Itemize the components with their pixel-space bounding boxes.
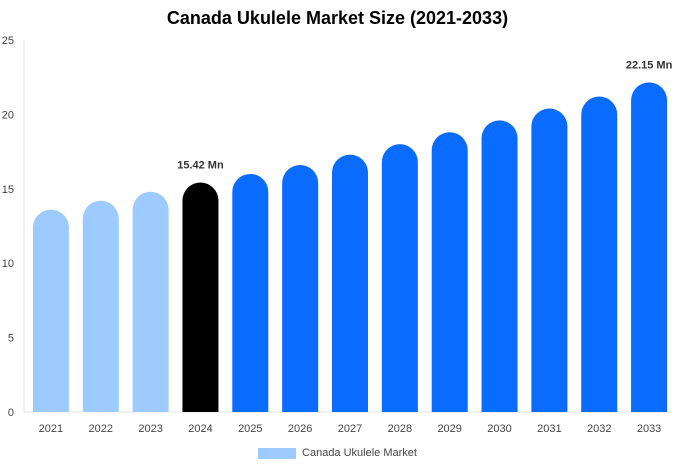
chart-title: Canada Ukulele Market Size (2021-2033): [166, 8, 509, 28]
bar-2021: [32, 209, 69, 412]
x-tick-label: 2021: [39, 423, 63, 435]
bar-2033: [631, 82, 668, 412]
bar-2028: [381, 144, 418, 412]
data-labels: 15.42 Mn 22.15 Mn: [177, 59, 672, 171]
y-tick-label: 15: [2, 184, 14, 196]
bar-2022: [82, 200, 119, 412]
y-tick-label: 5: [8, 333, 14, 345]
bar-2030: [481, 120, 518, 413]
x-tick-label: 2029: [437, 423, 461, 435]
bar-2031: [531, 108, 568, 412]
x-tick-label: 2027: [338, 423, 362, 435]
y-tick-label: 10: [2, 258, 14, 270]
bar-series: [32, 82, 668, 413]
data-label: 15.42 Mn: [177, 160, 224, 172]
x-tick-label: 2030: [487, 423, 511, 435]
bar-2027: [332, 154, 368, 413]
x-tick-label: 2022: [89, 423, 113, 435]
bar-2026: [282, 165, 319, 412]
bar-2032: [581, 96, 618, 412]
bar-2023: [132, 191, 169, 412]
x-tick-label: 2031: [537, 423, 561, 435]
legend: Canada Ukulele Market: [0, 447, 675, 459]
bar-2029: [431, 132, 468, 413]
legend-label: Canada Ukulele Market: [302, 447, 417, 459]
y-tick-label: 0: [8, 407, 14, 419]
x-tick-label: 2023: [138, 423, 162, 435]
x-tick-label: 2032: [587, 423, 611, 435]
x-tick-label: 2033: [637, 423, 661, 435]
legend-swatch: [258, 447, 297, 459]
y-tick-label: 25: [2, 35, 14, 47]
x-tick-label: 2028: [388, 423, 412, 435]
data-label: 22.15 Mn: [626, 59, 673, 71]
x-axis-ticks: 2021 2022 2023 2024 2025 2026 2027 2028 2029 2030…: [39, 423, 662, 435]
y-tick-label: 20: [2, 109, 14, 121]
bar-2024: [182, 182, 219, 412]
x-tick-label: 2024: [188, 423, 212, 435]
bar-2025: [232, 173, 269, 412]
y-axis-ticks: 0 5 10 15 20 25: [2, 35, 14, 419]
x-tick-label: 2025: [238, 423, 262, 435]
x-tick-label: 2026: [288, 423, 312, 435]
